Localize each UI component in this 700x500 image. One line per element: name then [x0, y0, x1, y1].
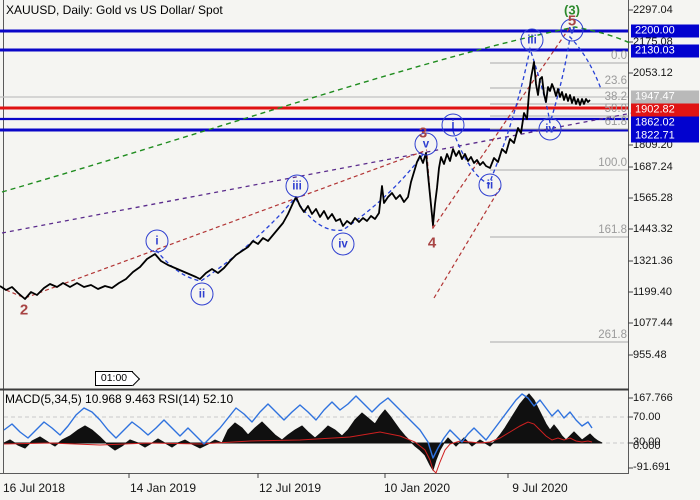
session-time-tag: 01:00 [95, 371, 133, 386]
wave-projection-path-3 [155, 152, 425, 282]
indicator-label: MACD(5,34,5) 10.968 9.463 RSI(14) 52.10 [5, 392, 234, 406]
level-lines-group [0, 0, 633, 478]
purple-trendline [1, 112, 633, 234]
macd-signal-line [3, 421, 593, 474]
red-trendline-4-to-5 [432, 26, 571, 229]
trendlines-group [1, 26, 633, 299]
red-trendline-2-to-3 [5, 149, 428, 299]
red-trendline-4 [433, 187, 501, 299]
series-group [0, 61, 603, 474]
price-line [0, 61, 591, 300]
wave-projection-path-5 [452, 35, 602, 185]
macd-histogram [3, 393, 603, 472]
chart-title: XAUUSD, Daily: Gold vs US Dollar/ Spot [6, 3, 223, 17]
green-trend-arc [1, 26, 633, 193]
rsi-line [3, 393, 593, 459]
